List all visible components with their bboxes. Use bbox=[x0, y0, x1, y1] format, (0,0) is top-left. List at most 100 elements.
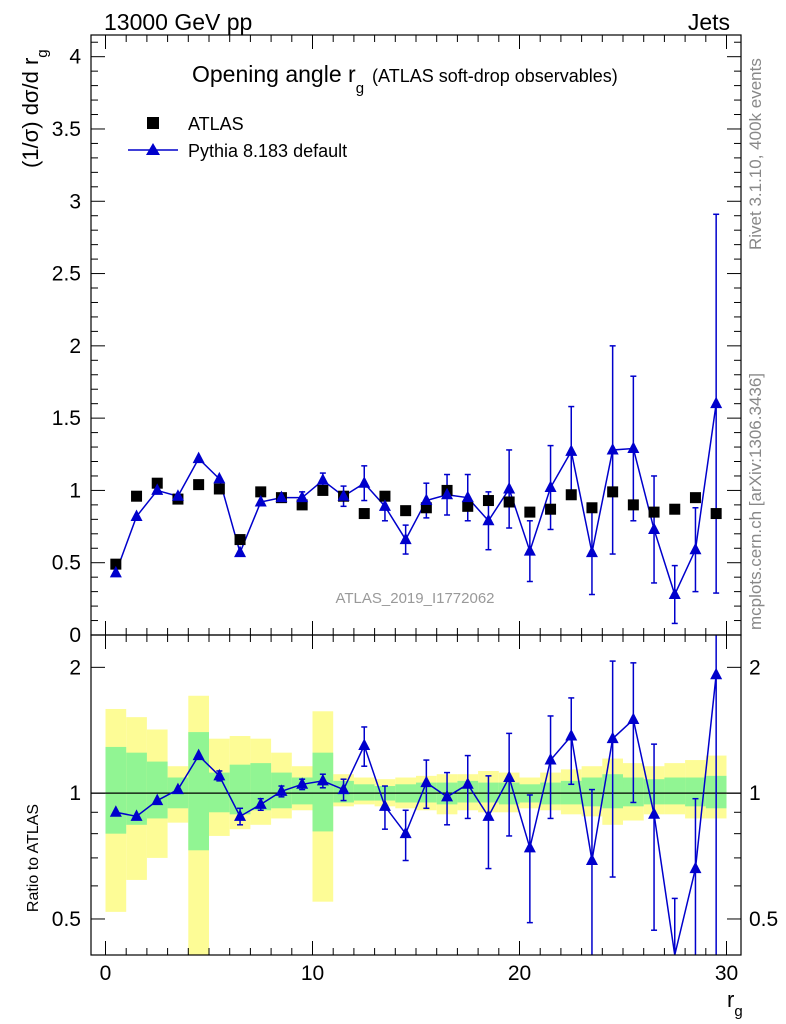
ratio-data-point bbox=[171, 782, 184, 795]
ratio-data-point bbox=[710, 667, 723, 680]
atlas-data-point bbox=[607, 486, 619, 498]
atlas-data-point bbox=[648, 506, 660, 518]
stat-uncertainty-band bbox=[312, 752, 334, 832]
legend-atlas-marker bbox=[147, 117, 159, 129]
ratio-y-axis-label: Ratio to ATLAS bbox=[25, 804, 42, 912]
ratio-y-tick-label-right: 2 bbox=[749, 656, 761, 679]
pythia-data-point bbox=[316, 473, 329, 485]
pythia-data-point bbox=[254, 494, 267, 507]
main-y-tick-label: 1.5 bbox=[52, 407, 81, 430]
main-panel: 00.511.522.533.54 Opening angle rg(ATLAS… bbox=[18, 34, 742, 647]
pythia-data-point bbox=[358, 476, 371, 488]
pythia-data-point bbox=[130, 509, 143, 521]
ratio-y-tick-label: 1 bbox=[69, 782, 81, 805]
stat-uncertainty-band bbox=[291, 777, 313, 805]
ratio-data-point bbox=[482, 809, 495, 821]
pythia-data-point bbox=[441, 487, 454, 500]
pythia-data-point bbox=[503, 481, 516, 494]
x-axis-label-subscript: g bbox=[734, 1003, 742, 1020]
ratio-y-tick-label-right: 1 bbox=[749, 782, 761, 805]
x-tick-label: 30 bbox=[715, 962, 738, 985]
stat-uncertainty-band bbox=[146, 761, 168, 819]
atlas-data-point bbox=[213, 483, 225, 495]
atlas-data-point bbox=[565, 489, 577, 501]
atlas-data-point bbox=[482, 495, 494, 507]
ratio-data-point bbox=[130, 809, 143, 821]
ratio-y-tick-label: 2 bbox=[69, 656, 81, 679]
main-y-tick-label: 0 bbox=[69, 624, 81, 647]
main-y-tick-label: 4 bbox=[69, 46, 81, 69]
stat-uncertainty-band bbox=[229, 764, 251, 815]
ratio-data-point bbox=[648, 807, 661, 819]
atlas-data-point bbox=[586, 502, 598, 514]
atlas-data-point bbox=[255, 486, 267, 498]
pythia-data-point bbox=[399, 532, 412, 545]
pythia-data-point bbox=[544, 480, 557, 493]
ratio-data-point bbox=[523, 840, 536, 853]
chart-title: Opening angle rg (ATLAS soft-drop observa… bbox=[192, 61, 618, 97]
pythia-data-point bbox=[565, 444, 578, 456]
ratio-data-point bbox=[606, 731, 619, 744]
main-y-tick-label: 0.5 bbox=[52, 552, 81, 575]
pythia-data-point bbox=[461, 490, 474, 503]
pythia-series-line bbox=[115, 403, 717, 597]
ratio-y-tick-label: 0.5 bbox=[52, 908, 81, 931]
analysis-id-label: ATLAS_2019_I1772062 bbox=[335, 590, 494, 607]
ratio-data-point bbox=[109, 805, 122, 817]
atlas-data-point bbox=[689, 492, 701, 504]
ratio-data-point bbox=[399, 826, 412, 839]
x-tick-label: 0 bbox=[100, 962, 112, 985]
atlas-data-point bbox=[379, 490, 391, 502]
pythia-data-point bbox=[151, 483, 164, 495]
main-y-tick-label: 3 bbox=[69, 190, 81, 213]
pythia-data-point bbox=[627, 441, 640, 453]
ratio-x-ticks: 0 10 20 30 bbox=[100, 635, 738, 985]
ratio-data-point bbox=[441, 789, 454, 802]
atlas-data-point bbox=[131, 490, 143, 502]
stat-uncertainty-band bbox=[664, 777, 686, 805]
ratio-plot-frame bbox=[90, 634, 742, 956]
category-label: Jets bbox=[688, 9, 730, 35]
main-data-marks bbox=[109, 213, 723, 625]
atlas-data-point bbox=[400, 505, 412, 517]
ratio-data-point bbox=[254, 797, 267, 809]
ratio-data-point bbox=[275, 784, 288, 796]
pythia-data-point bbox=[378, 499, 391, 511]
main-y-ticks: 0 0.5 1 1.5 2 2.5 3 3.5 4 bbox=[52, 41, 741, 647]
atlas-data-point bbox=[317, 484, 329, 496]
main-y-tick-label: 3.5 bbox=[52, 118, 81, 141]
pythia-data-point bbox=[109, 565, 122, 578]
main-y-tick-label: 2.5 bbox=[52, 263, 81, 286]
pythia-data-point bbox=[213, 471, 226, 484]
x-axis-label-text: r bbox=[727, 987, 734, 1012]
stat-uncertainty-band bbox=[353, 784, 375, 801]
pythia-data-point bbox=[296, 490, 309, 503]
ratio-data-point bbox=[420, 775, 433, 788]
pythia-data-point bbox=[606, 442, 619, 455]
atlas-data-point bbox=[193, 479, 205, 491]
pythia-data-point bbox=[171, 489, 184, 501]
ratio-data-point bbox=[461, 777, 474, 789]
main-y-tick-label: 1 bbox=[69, 479, 81, 502]
stat-uncertainty-band bbox=[208, 772, 230, 813]
atlas-data-point bbox=[524, 506, 536, 518]
main-y-axis-label: (1/σ) dσ/d rg bbox=[18, 49, 51, 168]
rivet-info-label: Rivet 3.1.10, 400k events bbox=[746, 58, 765, 250]
chart-title-suffix: (ATLAS soft-drop observables) bbox=[372, 66, 618, 86]
atlas-data-point bbox=[462, 500, 474, 512]
atlas-data-point bbox=[503, 496, 515, 508]
legend-pythia-label: Pythia 8.183 default bbox=[188, 141, 347, 161]
ratio-data-point bbox=[503, 770, 516, 783]
pythia-data-point bbox=[192, 451, 205, 464]
atlas-data-point bbox=[151, 477, 163, 489]
main-y-axis-label-subscript: g bbox=[34, 49, 51, 57]
x-tick-label: 20 bbox=[508, 962, 531, 985]
atlas-data-point bbox=[545, 503, 557, 515]
pythia-data-point bbox=[648, 522, 661, 534]
legend-atlas-label: ATLAS bbox=[188, 114, 244, 134]
atlas-data-point bbox=[420, 502, 432, 514]
ratio-data-point bbox=[213, 768, 226, 781]
atlas-data-point bbox=[358, 508, 370, 520]
pythia-data-point bbox=[234, 545, 247, 558]
